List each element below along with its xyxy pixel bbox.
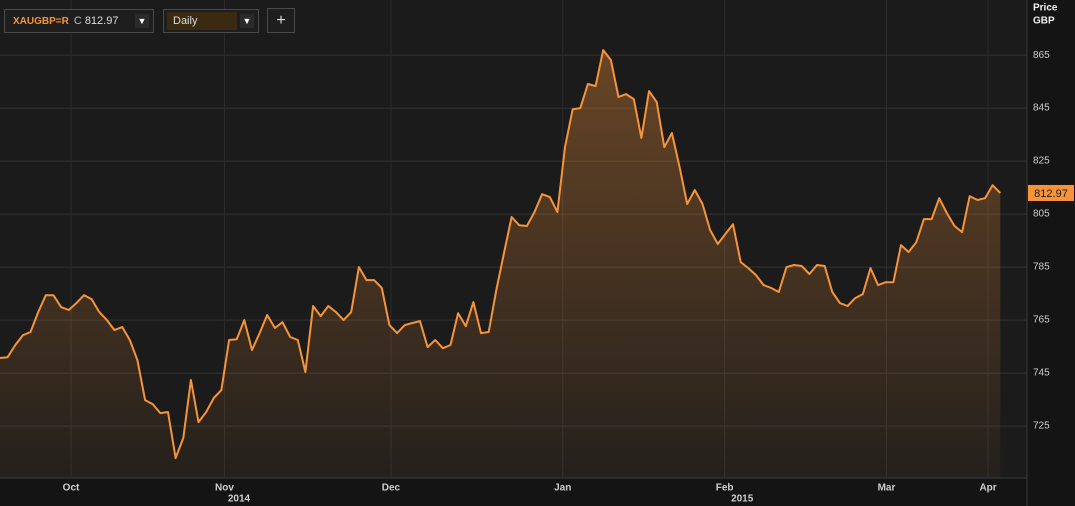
quote-value: 812.97: [84, 15, 119, 27]
x-tick-label: Dec: [382, 483, 401, 494]
x-tick-label: Mar: [878, 483, 896, 494]
y-tick-label: 845: [1033, 103, 1050, 114]
last-price-label: 812.97: [1034, 188, 1068, 200]
y-tick-label: 745: [1033, 368, 1050, 379]
y-tick-label: 785: [1033, 262, 1050, 273]
year-label: 2014: [228, 494, 251, 505]
x-tick-label: Oct: [63, 483, 80, 494]
x-tick-label: Jan: [554, 483, 571, 494]
y-tick-label: 765: [1033, 315, 1050, 326]
year-label: 2015: [731, 494, 754, 505]
symbol: XAUGBP=R: [13, 15, 69, 27]
interval-box[interactable]: Daily ▼: [163, 9, 259, 33]
symbol-box[interactable]: XAUGBP=R C 812.97 ▼: [4, 9, 154, 33]
y-axis-panel: [1027, 0, 1075, 506]
y-tick-label: 825: [1033, 156, 1050, 167]
area-fill: [0, 50, 1001, 478]
last-price-tag: [1028, 184, 1074, 201]
dropdown-arrow[interactable]: ▼: [240, 14, 254, 28]
x-tick-label: Nov: [215, 483, 234, 494]
price-line: [0, 49, 1002, 460]
add-button[interactable]: +: [267, 8, 295, 33]
y-tick-label: 805: [1033, 209, 1050, 220]
y-axis-unit: GBP: [1033, 16, 1055, 27]
x-axis-panel: [0, 478, 1027, 506]
x-tick-label: Apr: [979, 483, 996, 494]
y-tick-label: 725: [1033, 421, 1050, 432]
x-tick-label: Feb: [716, 483, 734, 494]
y-tick-label: 865: [1033, 50, 1050, 61]
y-axis-label: Price: [1033, 3, 1058, 14]
dropdown-arrow[interactable]: ▼: [135, 14, 149, 28]
quote-prefix: C: [73, 15, 82, 27]
interval: Daily: [167, 12, 237, 30]
